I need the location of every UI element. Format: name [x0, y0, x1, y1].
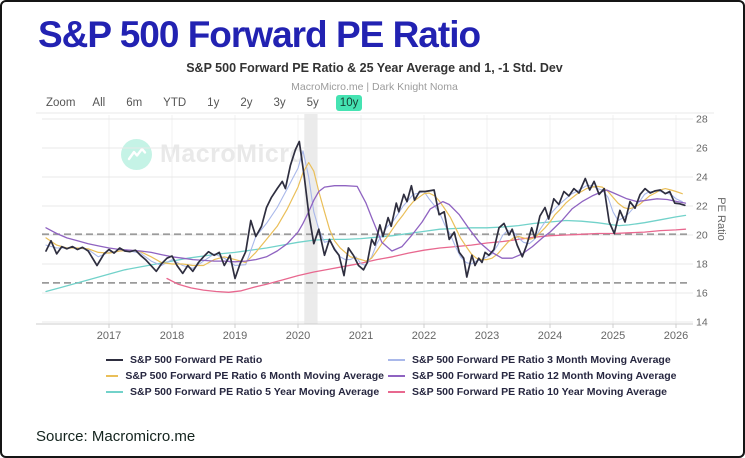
svg-text:16: 16: [696, 288, 708, 300]
svg-text:24: 24: [696, 172, 708, 184]
zoom-range-toolbar: Zoom All 6m YTD 1y 2y 3y 5y 10y: [46, 94, 363, 112]
svg-text:22: 22: [696, 201, 708, 213]
source-note: Source: Macromicro.me: [36, 428, 196, 445]
range-button-5y[interactable]: 5y: [306, 97, 319, 109]
legend-item[interactable]: S&P 500 Forward PE Ratio 12 Month Moving…: [388, 370, 677, 382]
range-button-6m[interactable]: 6m: [126, 97, 143, 109]
series-line[interactable]: [45, 161, 683, 267]
svg-text:18: 18: [696, 259, 708, 271]
svg-text:26: 26: [696, 143, 708, 155]
svg-text:2023: 2023: [475, 330, 499, 342]
svg-text:14: 14: [696, 317, 708, 329]
svg-text:2026: 2026: [664, 330, 688, 342]
series-line[interactable]: [45, 214, 687, 293]
svg-text:2025: 2025: [601, 330, 625, 342]
zoom-label: Zoom: [46, 97, 76, 109]
chart-attribution: MacroMicro.me | Dark Knight Noma: [291, 81, 458, 93]
legend-swatch: [388, 375, 405, 377]
horizontal-gridlines: [42, 118, 693, 323]
range-button-3y[interactable]: 3y: [273, 97, 286, 109]
legend-swatch: [106, 391, 123, 393]
svg-text:28: 28: [696, 114, 708, 126]
legend-item[interactable]: S&P 500 Forward PE Ratio 3 Month Moving …: [388, 354, 677, 366]
legend-label: S&P 500 Forward PE Ratio 5 Year Moving A…: [130, 386, 380, 398]
svg-text:2017: 2017: [97, 330, 121, 342]
legend-swatch: [106, 359, 123, 361]
page-title: S&P 500 Forward PE Ratio: [38, 14, 481, 55]
legend-swatch: [388, 391, 405, 393]
x-axis-ticks: [108, 324, 677, 328]
svg-text:2024: 2024: [538, 330, 562, 342]
series-line[interactable]: [45, 140, 686, 280]
range-button-ytd[interactable]: YTD: [163, 97, 187, 109]
x-axis-labels: 2017 2018 2019 2020 2021 2022 2023 2024 2025 2026: [97, 330, 688, 342]
svg-text:2021: 2021: [349, 330, 373, 342]
series-line[interactable]: [166, 228, 687, 293]
series-line[interactable]: [45, 185, 687, 263]
legend-swatch: [388, 359, 405, 361]
legend-label: S&P 500 Forward PE Ratio 3 Month Moving …: [412, 354, 671, 366]
svg-text:2018: 2018: [160, 330, 184, 342]
chart-legend: S&P 500 Forward PE Ratio S&P 500 Forward …: [106, 354, 677, 398]
svg-text:20: 20: [696, 230, 708, 242]
y-axis-title: PE Ratio: [715, 197, 727, 240]
legend-item[interactable]: S&P 500 Forward PE Ratio: [106, 354, 384, 366]
y-axis-labels: 14 16 18 20 22 24 26 28: [696, 114, 708, 329]
range-button-2y[interactable]: 2y: [240, 97, 253, 109]
svg-text:2022: 2022: [412, 330, 436, 342]
legend-item[interactable]: S&P 500 Forward PE Ratio 6 Month Moving …: [106, 370, 384, 382]
svg-text:2020: 2020: [286, 330, 310, 342]
chart-subtitle: S&P 500 Forward PE Ratio & 25 Year Avera…: [186, 61, 563, 75]
range-button-1y[interactable]: 1y: [207, 97, 220, 109]
pe-ratio-chart-plot[interactable]: 2017 2018 2019 2020 2021 2022 2023 2024 2025 2026…: [2, 2, 745, 350]
range-button-10y[interactable]: 10y: [335, 95, 363, 111]
legend-item[interactable]: S&P 500 Forward PE Ratio 10 Year Moving …: [388, 386, 677, 398]
legend-label: S&P 500 Forward PE Ratio 12 Month Moving…: [412, 370, 677, 382]
legend-label: S&P 500 Forward PE Ratio 10 Year Moving …: [412, 386, 668, 398]
range-button-all[interactable]: All: [92, 97, 106, 109]
svg-text:2019: 2019: [223, 330, 247, 342]
legend-label: S&P 500 Forward PE Ratio: [130, 354, 263, 366]
legend-item[interactable]: S&P 500 Forward PE Ratio 5 Year Moving A…: [106, 386, 384, 398]
legend-label: S&P 500 Forward PE Ratio 6 Month Moving …: [125, 370, 384, 382]
legend-swatch: [106, 375, 119, 377]
